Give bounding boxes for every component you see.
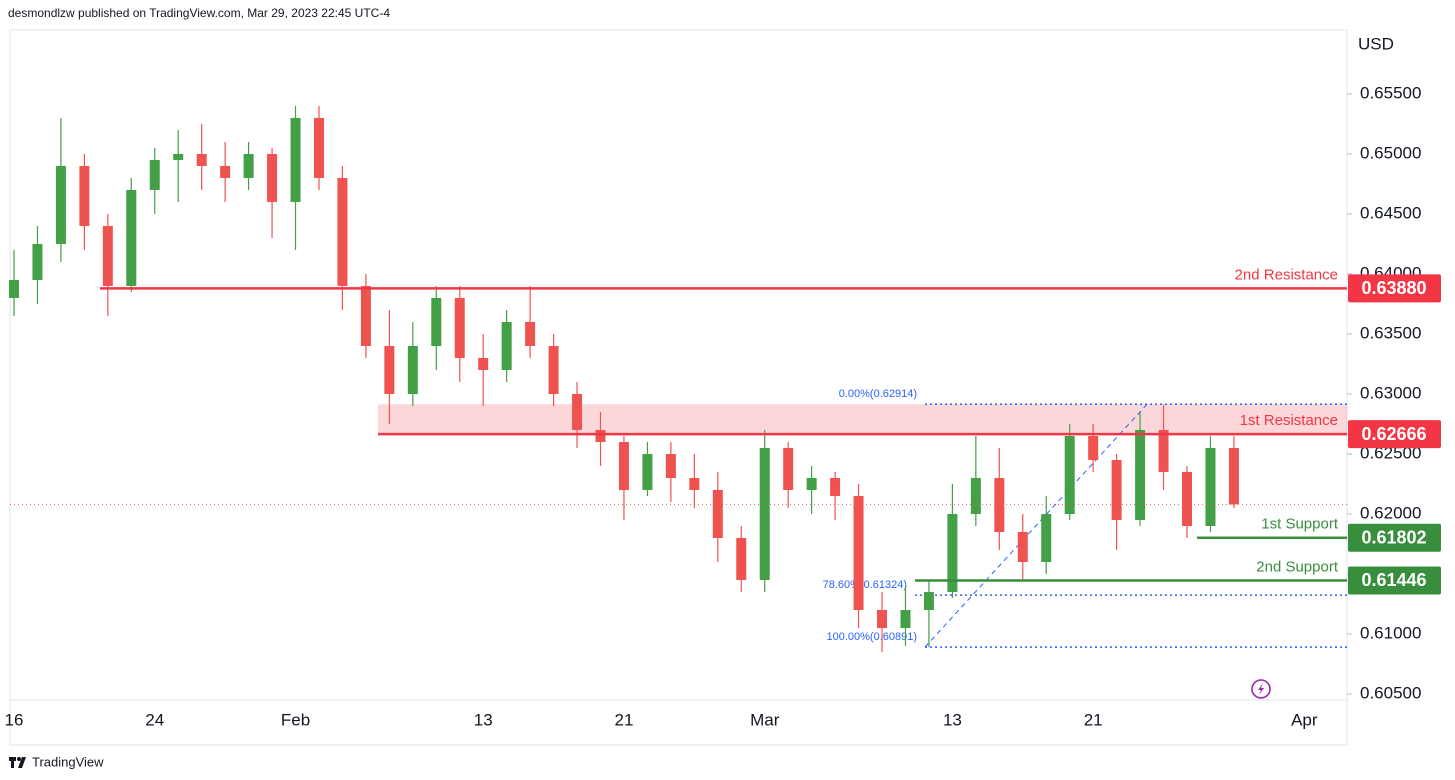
footer-brand: TradingView <box>32 754 104 769</box>
fib-trend <box>924 403 1148 648</box>
y-tick-label: 0.62500 <box>1360 443 1421 462</box>
x-tick-label: 16 <box>5 710 24 729</box>
byline: desmondlzw published on TradingView.com,… <box>8 6 390 20</box>
candle-body <box>618 441 629 490</box>
candle-body <box>1158 429 1169 472</box>
price-box-label: 0.63880 <box>1361 278 1426 298</box>
candle-body <box>149 159 160 190</box>
candle-body <box>220 165 231 178</box>
candle-body <box>337 177 348 286</box>
candles <box>9 105 1239 652</box>
price-box-label: 0.62666 <box>1361 424 1426 444</box>
price-box <box>1348 274 1441 303</box>
candle-body <box>196 153 207 166</box>
candle-body <box>595 429 606 442</box>
candle-body <box>384 345 395 394</box>
level-name: 2nd Resistance <box>1235 266 1338 283</box>
candle-body <box>173 153 184 160</box>
candle-body <box>55 165 66 244</box>
level-name: 2nd Support <box>1256 558 1339 575</box>
lightning-icon <box>1251 679 1271 699</box>
candle-body <box>759 447 770 580</box>
candle-body <box>783 447 794 490</box>
y-tick-label: 0.60500 <box>1360 683 1421 702</box>
plot-frame <box>9 29 1348 746</box>
x-tick-label: Mar <box>750 710 780 729</box>
candle-body <box>1205 447 1216 526</box>
y-tick-label: 0.61000 <box>1360 623 1421 642</box>
price-box-label: 0.61802 <box>1361 528 1426 548</box>
candle-body <box>525 321 536 346</box>
candle-body <box>32 243 43 280</box>
x-tick-label: Feb <box>281 710 310 729</box>
candle-body <box>853 495 864 610</box>
candle-body <box>1182 471 1192 526</box>
candle-body <box>994 477 1005 532</box>
price-box <box>1348 523 1441 552</box>
candle-body <box>548 345 559 394</box>
candle-body <box>572 393 583 430</box>
candle-body <box>806 477 817 490</box>
candle-body <box>712 489 723 538</box>
candle-body <box>102 225 113 286</box>
candle-body <box>360 285 371 346</box>
candle-body <box>1041 513 1052 562</box>
candle-body <box>689 477 700 490</box>
candle-body <box>1111 459 1122 520</box>
y-tick-label: 0.62000 <box>1360 503 1421 522</box>
candle-body <box>290 117 301 202</box>
x-tick-label: 13 <box>943 710 962 729</box>
candle-body <box>1228 447 1239 505</box>
candle-body <box>501 321 512 370</box>
x-tick-label: 24 <box>145 710 164 729</box>
level-name: 1st Resistance <box>1240 412 1338 429</box>
fib-label: 78.60%(0.61324) <box>823 579 907 591</box>
y-tick-label: 0.65000 <box>1360 143 1421 162</box>
candle-body <box>900 609 911 628</box>
y-tick-label: 0.63500 <box>1360 323 1421 342</box>
resistance-zone <box>378 404 1347 435</box>
price-box <box>1348 420 1441 449</box>
candle-body <box>830 477 841 496</box>
candle-body <box>665 453 676 478</box>
candle-body <box>970 477 981 514</box>
candle-body <box>267 153 278 202</box>
candle-body <box>431 297 442 346</box>
candle-body <box>478 357 489 370</box>
currency: USD <box>1358 34 1394 53</box>
level-name: 1st Support <box>1261 516 1339 533</box>
candle-body <box>1135 429 1146 520</box>
price-box <box>1348 566 1441 595</box>
y-tick-label: 0.63000 <box>1360 383 1421 402</box>
x-tick-label: 21 <box>1084 710 1103 729</box>
candle-body <box>1088 435 1099 460</box>
candle-body <box>243 153 254 178</box>
candle-body <box>1017 531 1028 562</box>
candle-body <box>877 609 888 628</box>
x-tick-label: 13 <box>474 710 493 729</box>
x-tick-label: Apr <box>1291 710 1318 729</box>
price-box-label: 0.61446 <box>1361 570 1426 590</box>
candle-body <box>126 189 137 286</box>
candle-body <box>407 345 418 394</box>
candle-body <box>9 279 19 298</box>
candle-body <box>923 591 934 610</box>
y-tick-label: 0.65500 <box>1360 83 1421 102</box>
candle-body <box>642 453 653 490</box>
candle-body <box>1064 435 1075 514</box>
fib-label: 0.00%(0.62914) <box>839 388 917 400</box>
x-tick-label: 21 <box>614 710 633 729</box>
candle-body <box>313 117 324 178</box>
candle-body <box>736 537 747 580</box>
candle-body <box>79 165 90 226</box>
footer-logo <box>9 757 26 768</box>
candle-body <box>454 297 465 358</box>
fib-label: 100.00%(0.60891) <box>826 631 917 643</box>
candle-body <box>947 513 958 592</box>
y-tick-label: 0.64500 <box>1360 203 1421 222</box>
